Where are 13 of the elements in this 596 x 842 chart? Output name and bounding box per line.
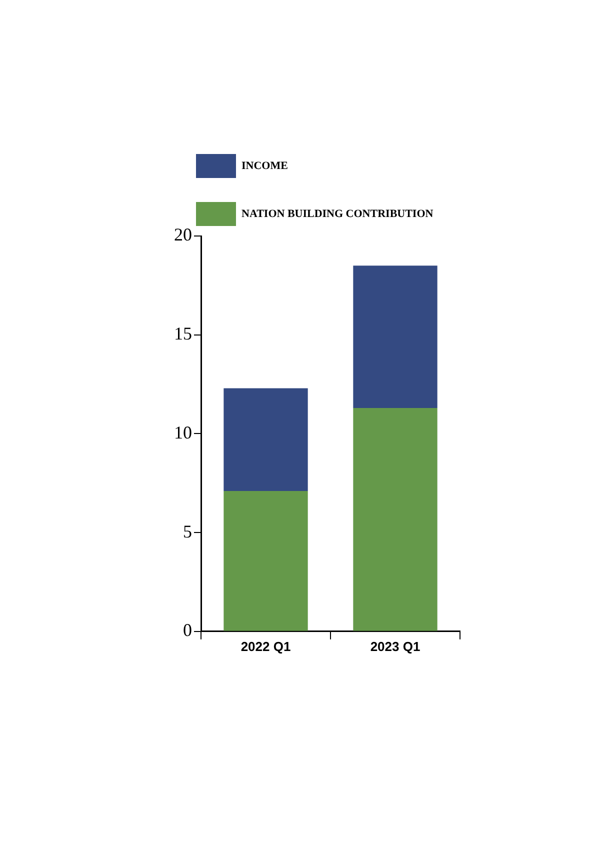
y-tick-label: 0 — [183, 620, 192, 640]
bar — [353, 408, 438, 631]
y-tick-label: 10 — [174, 422, 192, 442]
x-tick-label: 2022 Q1 — [240, 638, 291, 654]
legend-label: INCOME — [242, 160, 288, 172]
legend-label: NATION BUILDING CONTRIBUTION — [242, 208, 434, 220]
y-tick-label: 5 — [183, 521, 192, 542]
bar — [224, 491, 308, 631]
x-tick-label: 2023 Q1 — [370, 638, 420, 654]
bar — [224, 388, 308, 492]
y-tick-label: 20 — [174, 224, 192, 245]
y-tick-label: 15 — [174, 324, 192, 344]
bar — [353, 266, 438, 408]
